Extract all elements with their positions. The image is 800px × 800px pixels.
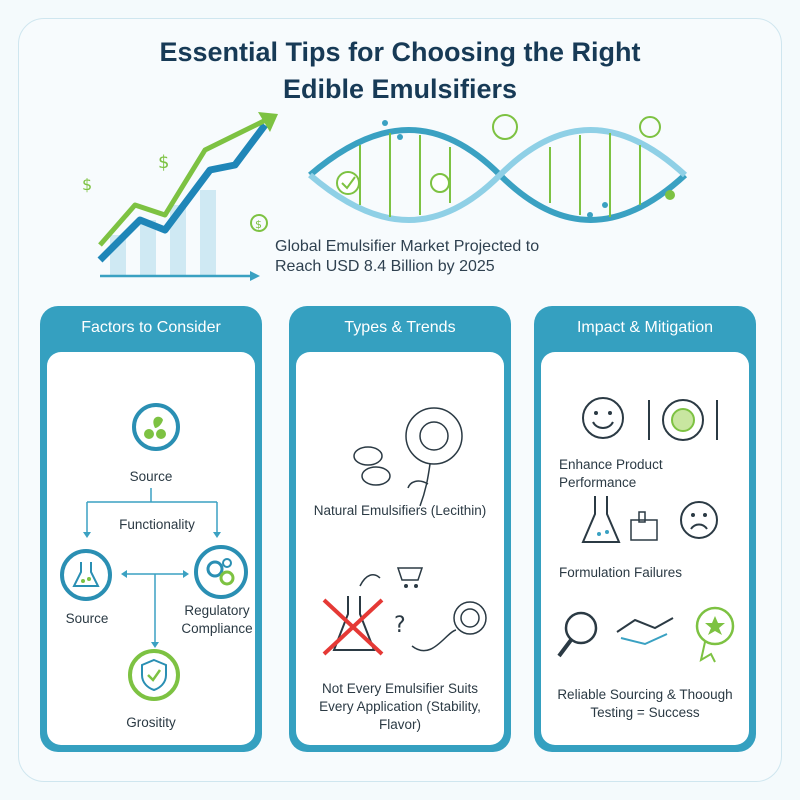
failure-icon xyxy=(581,496,718,543)
title-line-2: Edible Emulsifiers xyxy=(282,74,518,104)
gear-icon xyxy=(194,545,248,599)
not-every-emulsifier-text: Not Every Emulsifier Suits Every Applica… xyxy=(319,681,481,732)
svg-text:$: $ xyxy=(82,175,92,194)
node-grositity: Grositity xyxy=(126,715,176,730)
natural-emulsifiers-text: Natural Emulsifiers (Lecithin) xyxy=(313,503,487,518)
panel-types: Types & Trends Natural Emulsifiers (Leci… xyxy=(289,306,511,752)
svg-text:$: $ xyxy=(158,152,169,173)
panel-body: Natural Emulsifiers (Lecithin) ? Not Eve… xyxy=(296,352,504,745)
node-regulatory: Regulatory Compliance xyxy=(181,603,253,636)
panel-title: Factors to Consider xyxy=(81,319,221,336)
formulation-failures-text: Formulation Failures xyxy=(559,565,683,580)
panel-body: Enhance Product Performance Formulation … xyxy=(541,352,749,745)
flask-icon xyxy=(60,549,112,601)
title-line-1: Essential Tips for Choosing the Right xyxy=(159,37,641,67)
market-projection-text: Global Emulsifier Market Projected to Re… xyxy=(275,238,540,275)
panel-factors: Factors to Consider Source Functionality xyxy=(40,306,262,752)
panel-title: Impact & Mitigation xyxy=(576,319,714,336)
svg-text:?: ? xyxy=(394,613,406,638)
panel-body: Source Functionality Source xyxy=(47,352,255,745)
node-source-left: Source xyxy=(65,611,109,626)
reliable-sourcing-text: Reliable Sourcing & Thoough Testing = Su… xyxy=(557,687,733,720)
node-source-top: Source xyxy=(129,469,173,484)
svg-text:$: $ xyxy=(255,218,262,231)
sunflower-icon xyxy=(353,407,463,507)
dna-helix-icon xyxy=(308,114,688,223)
panel-title: Types & Trends xyxy=(344,319,456,336)
node-functionality: Functionality xyxy=(119,517,195,532)
growth-chart-icon: $ $ $ xyxy=(82,112,278,281)
panel-impact: Impact & Mitigation Enhance Product Perf… xyxy=(534,306,756,752)
cross-flask-icon: ? xyxy=(322,567,487,656)
smiley-plate-icon xyxy=(582,397,718,441)
sourcing-handshake-icon xyxy=(557,606,735,663)
shield-icon xyxy=(128,649,180,701)
leaf-icon xyxy=(132,403,180,451)
factor-connectors xyxy=(83,488,221,648)
enhance-performance-text: Enhance Product Performance xyxy=(559,457,663,490)
page-title: Essential Tips for Choosing the Right Ed… xyxy=(0,34,800,108)
